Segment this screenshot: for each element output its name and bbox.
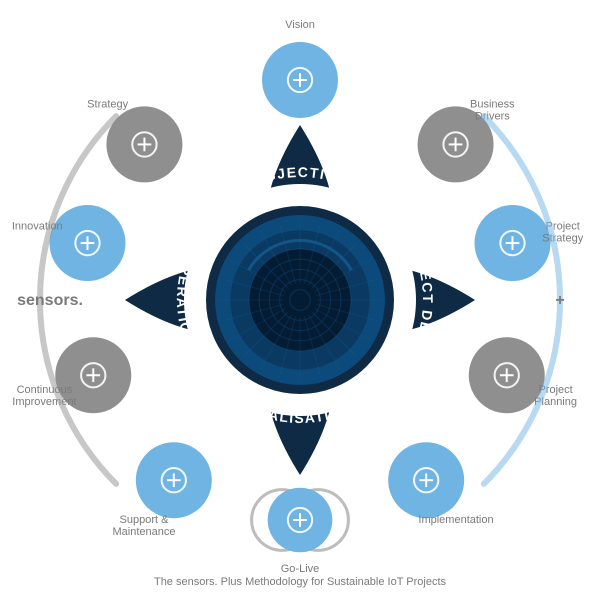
petal-support: [136, 442, 212, 518]
petal-label-golive: Go-Live: [281, 563, 320, 575]
core-eye: [215, 215, 385, 385]
petal-vision: [262, 42, 338, 118]
petal-label-implementation: Implementation: [418, 514, 493, 526]
petal-golive: [252, 488, 349, 553]
petal-label-support: Support &Maintenance: [112, 514, 175, 538]
petal-label-improvement: ContinuousImprovement: [12, 384, 76, 408]
left-arc-label: sensors.: [17, 292, 83, 309]
petal-project-strategy: [475, 205, 551, 281]
right-arc-label: +: [555, 292, 564, 309]
right-arc: [484, 116, 560, 484]
diagram-svg: OBJECTIVEPROJECT DESIGNREALISATIONOPERAT…: [0, 0, 600, 600]
footer-caption: The sensors. Plus Methodology for Sustai…: [154, 576, 447, 588]
petal-label-innovation: Innovation: [12, 221, 63, 233]
petal-innovation: [49, 205, 125, 281]
infographic-stage: OBJECTIVEPROJECT DESIGNREALISATIONOPERAT…: [0, 0, 600, 600]
petal-label-business-drivers: BusinessDrivers: [470, 99, 515, 123]
petal-label-strategy: Strategy: [87, 99, 128, 111]
petal-label-vision: Vision: [285, 19, 315, 31]
petal-implementation: [388, 442, 464, 518]
